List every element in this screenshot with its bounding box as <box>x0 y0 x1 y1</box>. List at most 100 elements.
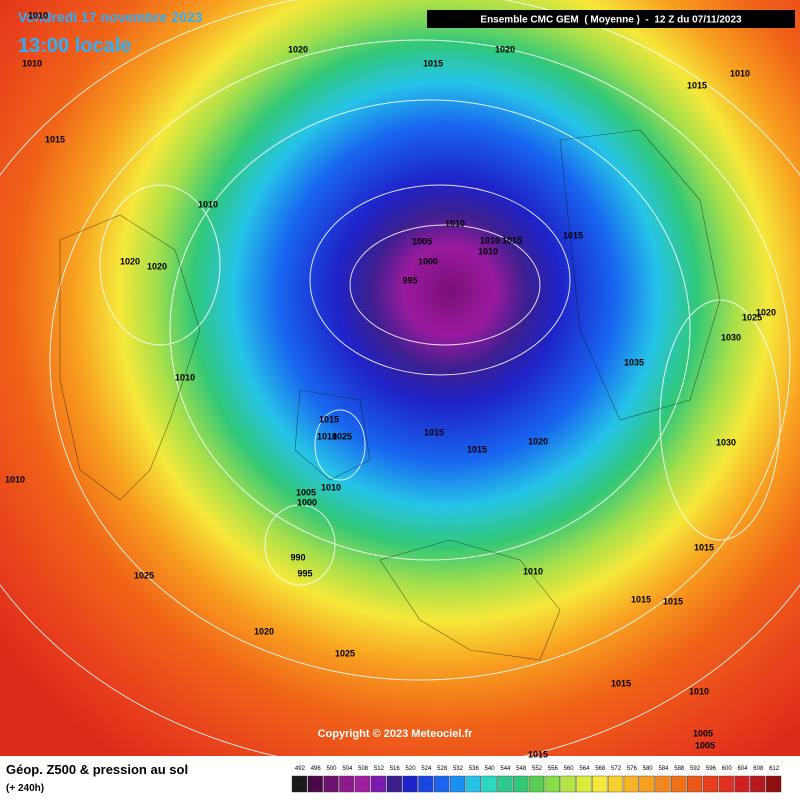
legend-value: 592 <box>690 766 701 772</box>
isobar-label: 1015 <box>45 134 65 144</box>
legend-swatch <box>765 775 782 793</box>
legend-value: 600 <box>722 766 733 772</box>
legend-swatch <box>370 775 387 793</box>
isobar-label: 1015 <box>528 749 548 759</box>
isobar-label: 1015 <box>467 444 487 454</box>
isobar-label: 1015 <box>694 542 714 552</box>
legend-swatch <box>734 775 750 793</box>
legend-swatch <box>339 775 355 793</box>
legend-value: 548 <box>516 766 527 772</box>
legend-swatch <box>307 775 323 793</box>
legend-swatch <box>592 775 608 793</box>
legend-value: 516 <box>390 766 401 772</box>
model-banner <box>427 10 795 28</box>
legend-swatch <box>655 775 671 793</box>
isobar-label: 1020 <box>528 436 548 446</box>
legend-swatch <box>639 775 655 793</box>
isobar-label: 1020 <box>254 626 274 636</box>
legend-swatch <box>291 775 308 793</box>
isobar-label: 1010 <box>321 482 341 492</box>
legend-swatch <box>576 775 592 793</box>
legend-value: 492 <box>295 766 306 772</box>
forecast-date: Vendredi 17 novembre 2023 <box>18 9 203 25</box>
isobar-label: 1005 <box>412 236 432 246</box>
isobar-label: 1025 <box>742 312 762 322</box>
copyright: Copyright © 2023 Meteociel.fr <box>318 728 474 740</box>
legend-value: 556 <box>548 766 559 772</box>
legend-swatch <box>355 775 371 793</box>
isobar-label: 1035 <box>624 357 644 367</box>
legend-value: 496 <box>311 766 322 772</box>
legend-swatch <box>671 775 687 793</box>
legend-value: 596 <box>706 766 717 772</box>
legend-swatch <box>718 775 734 793</box>
legend-value: 540 <box>485 766 496 772</box>
isobar-label: 1010 <box>317 431 337 441</box>
forecast-time: 13:00 locale <box>18 35 131 57</box>
legend-swatch <box>418 775 434 793</box>
legend-swatch <box>702 775 718 793</box>
legend-swatch <box>434 775 450 793</box>
legend-value: 536 <box>469 766 480 772</box>
legend-value: 572 <box>611 766 622 772</box>
isobar-label: 1010 <box>480 235 500 245</box>
legend-value: 588 <box>674 766 685 772</box>
isobar-label: 1010 <box>730 68 750 78</box>
isobar-label: 1020 <box>120 256 140 266</box>
color-legend: 492 496 500 504 508 512 516 520 524 528 532 536 540 5… <box>291 766 782 793</box>
legend-value: 504 <box>342 766 353 772</box>
isobar-label: 1015 <box>611 678 631 688</box>
isobar-label: 1015 <box>631 594 651 604</box>
legend-swatch <box>750 775 766 793</box>
legend-swatch <box>560 775 576 793</box>
isobar-label: 1025 <box>134 570 154 580</box>
legend-value: 584 <box>658 766 669 772</box>
isobar-label-group: 1010101010201015102010101015101510101010… <box>5 10 776 759</box>
isobar-label: 1010 <box>523 566 543 576</box>
isobar-label: 1000 <box>297 497 317 507</box>
legend-value: 544 <box>500 766 511 772</box>
isobar-label: 1010 <box>175 372 195 382</box>
legend-value: 500 <box>327 766 338 772</box>
isobar-label: 1015 <box>319 414 339 424</box>
footer-title: Géop. Z500 & pression au sol <box>6 762 188 777</box>
legend-swatch <box>607 775 624 793</box>
legend-value: 508 <box>358 766 369 772</box>
isobar-label: 990 <box>290 552 305 562</box>
legend-value: 612 <box>769 766 780 772</box>
isobar-label: 1020 <box>495 44 515 54</box>
legend-value: 604 <box>737 766 748 772</box>
isobar-label: 1015 <box>563 230 583 240</box>
isobar-label: 1005 <box>695 740 715 750</box>
legend-value: 580 <box>643 766 654 772</box>
isobar-label: 1010 <box>689 686 709 696</box>
legend-value: 608 <box>753 766 764 772</box>
isobar-label: 1015 <box>502 235 522 245</box>
isobar-label: 1020 <box>147 261 167 271</box>
isobar-label: 1005 <box>693 728 713 738</box>
isobar-label: 1015 <box>423 58 443 68</box>
legend-swatch <box>513 775 529 793</box>
legend-swatch <box>686 775 703 793</box>
isobar-label: 1010 <box>5 474 25 484</box>
legend-swatch <box>481 775 497 793</box>
legend-swatch <box>528 775 545 793</box>
geopotential-field <box>0 0 800 756</box>
isobar-label: 1015 <box>424 427 444 437</box>
isobar-label: 1030 <box>716 437 736 447</box>
legend-swatch <box>386 775 402 793</box>
coastlines <box>59 129 721 661</box>
legend-value: 528 <box>437 766 448 772</box>
legend-value: 524 <box>421 766 432 772</box>
isobar-label: 1010 <box>22 58 42 68</box>
isobar-label: 1025 <box>335 648 355 658</box>
isobar-label: 1020 <box>756 307 776 317</box>
isobar-label: 1005 <box>296 487 316 497</box>
isobar-label: 1015 <box>687 80 707 90</box>
model-info: Ensemble CMC GEM ( Moyenne ) - 12 Z du 0… <box>480 15 742 26</box>
legend-swatch <box>544 775 560 793</box>
isobar-label: 995 <box>402 275 417 285</box>
isobar-label: 1025 <box>332 431 352 441</box>
legend-swatch <box>402 775 418 793</box>
legend-value: 532 <box>453 766 464 772</box>
